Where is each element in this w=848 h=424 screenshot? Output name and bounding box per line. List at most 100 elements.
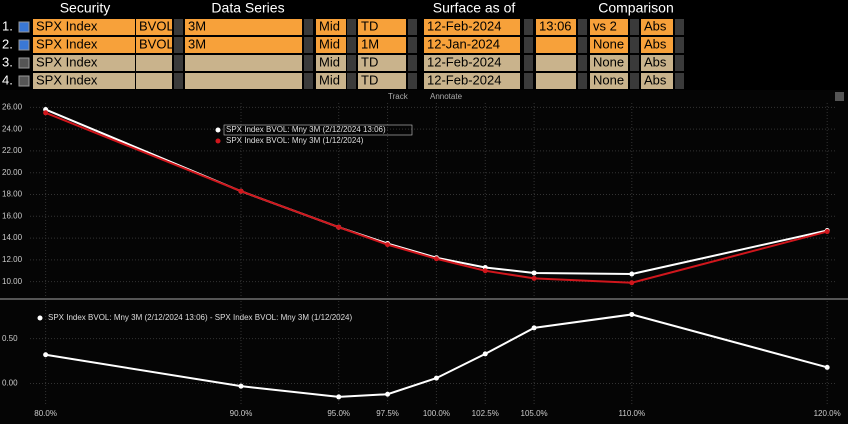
x-tick-label: 120.0% [814,409,841,418]
dropdown-button[interactable] [578,19,587,35]
field-box[interactable] [33,73,135,89]
data-point [482,351,488,357]
dropdown-button[interactable] [578,55,587,71]
row-checkbox[interactable] [18,39,30,51]
dropdown-button[interactable] [347,55,356,71]
field-box[interactable] [136,55,172,71]
field-box[interactable] [590,73,628,89]
field-box[interactable] [33,37,135,53]
column-header: Surface as of [433,0,516,16]
dropdown-button[interactable] [408,19,417,35]
row-checkbox[interactable] [18,57,30,69]
field-box[interactable] [641,73,673,89]
field-box[interactable] [358,37,406,53]
field-box[interactable] [536,55,576,71]
column-header: Data Series [211,0,284,16]
row-checkbox[interactable] [18,75,30,87]
column-header: Comparison [598,0,673,16]
field-value: 3M [188,18,206,33]
field-box[interactable] [590,55,628,71]
dropdown-button[interactable] [630,55,639,71]
data-point [482,268,488,274]
field-value: 12-Feb-2024 [427,72,501,87]
field-box[interactable] [316,19,346,35]
dropdown-button[interactable] [174,19,183,35]
dropdown-button[interactable] [630,19,639,35]
dropdown-button[interactable] [524,37,533,53]
dropdown-button[interactable] [675,55,684,71]
y-tick-label: 26.00 [2,102,23,111]
field-value: Abs [644,72,667,87]
field-box[interactable] [590,37,628,53]
dropdown-button[interactable] [174,55,183,71]
y-tick-label: 18.00 [2,190,23,199]
field-box[interactable] [185,19,302,35]
dropdown-button[interactable] [408,55,417,71]
dropdown-button[interactable] [524,19,533,35]
field-box[interactable] [316,73,346,89]
field-box[interactable] [590,19,628,35]
toolbar-item[interactable]: Annotate [430,92,463,101]
y-tick-label: 22.00 [2,146,23,155]
dropdown-button[interactable] [408,73,417,89]
field-box[interactable] [185,73,302,89]
field-box[interactable] [424,73,520,89]
field-box[interactable] [185,37,302,53]
field-box[interactable] [536,19,576,35]
row-number: 4. [2,72,13,87]
x-tick-label: 102.5% [472,409,499,418]
field-box[interactable] [536,37,576,53]
dropdown-button[interactable] [675,37,684,53]
field-value: TD [361,54,378,69]
dropdown-button[interactable] [304,55,313,71]
field-box[interactable] [33,19,135,35]
dropdown-button[interactable] [675,19,684,35]
field-box[interactable] [536,73,576,89]
field-box[interactable] [316,55,346,71]
field-box[interactable] [136,19,172,35]
dropdown-button[interactable] [174,37,183,53]
dropdown-button[interactable] [578,37,587,53]
dropdown-button[interactable] [304,73,313,89]
dropdown-button[interactable] [347,73,356,89]
field-box[interactable] [316,37,346,53]
field-box[interactable] [358,73,406,89]
field-box[interactable] [358,19,406,35]
dropdown-button[interactable] [524,55,533,71]
dropdown-button[interactable] [347,37,356,53]
settings-icon[interactable] [835,92,844,101]
field-value: vs 2 [593,18,617,33]
dropdown-button[interactable] [174,73,183,89]
dropdown-button[interactable] [630,73,639,89]
row-checkbox[interactable] [18,21,30,33]
field-box[interactable] [358,55,406,71]
field-value: 12-Feb-2024 [427,54,501,69]
field-box[interactable] [424,19,520,35]
field-box[interactable] [136,73,172,89]
field-box[interactable] [641,55,673,71]
legend-marker [215,127,221,133]
field-box[interactable] [33,55,135,71]
data-point [629,271,635,277]
toolbar-item[interactable]: Track [388,92,409,101]
field-box[interactable] [185,55,302,71]
field-box[interactable] [136,37,172,53]
field-box[interactable] [424,37,520,53]
dropdown-button[interactable] [304,19,313,35]
dropdown-button[interactable] [630,37,639,53]
dropdown-button[interactable] [347,19,356,35]
dropdown-button[interactable] [408,37,417,53]
row-number: 1. [2,18,13,33]
field-box[interactable] [641,19,673,35]
field-box[interactable] [424,55,520,71]
dropdown-button[interactable] [675,73,684,89]
dropdown-button[interactable] [578,73,587,89]
field-box[interactable] [641,37,673,53]
dropdown-button[interactable] [524,73,533,89]
field-value: Abs [644,36,667,51]
dropdown-button[interactable] [304,37,313,53]
x-tick-label: 95.0% [327,409,350,418]
y-tick-label: 14.00 [2,233,23,242]
field-value: BVOL [139,18,174,33]
